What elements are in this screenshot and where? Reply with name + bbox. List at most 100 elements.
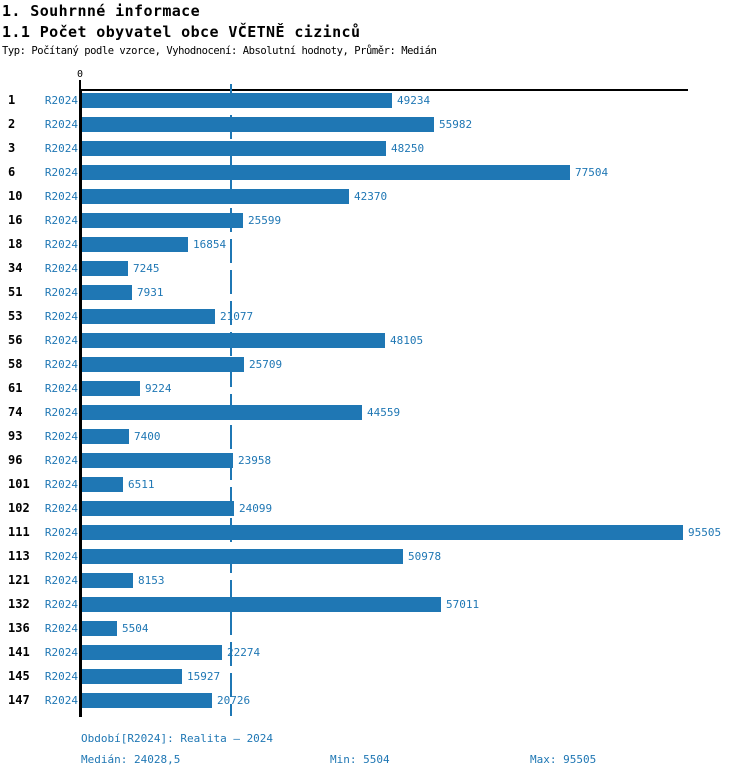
value-bar [82,501,234,516]
row-value-label: 7245 [133,262,160,275]
y-axis-line [79,89,82,717]
row-series-label: R2024 [44,166,78,179]
x-axis-line [79,89,688,91]
chart-row: 10 R2024 42370 [0,189,750,204]
footer-median-label: Medián: 24028,5 [81,753,181,766]
row-category-label: 34 [8,261,23,275]
row-category-label: 136 [8,621,30,635]
value-bar [82,189,349,204]
section-title: 1.1 Počet obyvatel obce VČETNĚ cizinců [2,23,361,41]
row-category-label: 10 [8,189,23,203]
value-bar [82,405,362,420]
row-value-label: 25599 [248,214,282,227]
row-series-label: R2024 [44,478,78,491]
value-bar [82,669,182,684]
row-series-label: R2024 [44,454,78,467]
value-bar [82,141,386,156]
row-value-label: 44559 [367,406,401,419]
row-series-label: R2024 [44,310,78,323]
value-bar [82,165,570,180]
footer-min-label: Min: 5504 [330,753,390,766]
row-value-label: 20726 [217,694,251,707]
row-series-label: R2024 [44,190,78,203]
row-category-label: 56 [8,333,23,347]
row-value-label: 5504 [122,622,149,635]
row-series-label: R2024 [44,238,78,251]
row-category-label: 3 [8,141,16,155]
row-value-label: 7931 [137,286,164,299]
chart-row: 93 R2024 7400 [0,429,750,444]
row-series-label: R2024 [44,262,78,275]
row-value-label: 48250 [391,142,425,155]
chart-row: 74 R2024 44559 [0,405,750,420]
chart-row: 34 R2024 7245 [0,261,750,276]
value-bar [82,573,133,588]
row-series-label: R2024 [44,622,78,635]
chart-row: 6 R2024 77504 [0,165,750,180]
row-value-label: 23958 [238,454,272,467]
row-category-label: 16 [8,213,23,227]
row-category-label: 18 [8,237,23,251]
value-bar [82,597,441,612]
row-series-label: R2024 [44,598,78,611]
row-series-label: R2024 [44,334,78,347]
chart-row: 111 R2024 95505 [0,525,750,540]
value-bar [82,237,188,252]
row-value-label: 55982 [439,118,473,131]
row-category-label: 61 [8,381,23,395]
row-value-label: 15927 [187,670,221,683]
value-bar [82,285,132,300]
row-value-label: 8153 [138,574,165,587]
chart-row: 145 R2024 15927 [0,669,750,684]
value-bar [82,429,129,444]
row-category-label: 53 [8,309,23,323]
x-axis-zero-label: 0 [76,69,84,80]
row-value-label: 7400 [134,430,161,443]
row-category-label: 145 [8,669,30,683]
row-value-label: 57011 [446,598,480,611]
chart-row: 58 R2024 25709 [0,357,750,372]
chart-row: 61 R2024 9224 [0,381,750,396]
chart-row: 53 R2024 21077 [0,309,750,324]
value-bar [82,309,215,324]
row-value-label: 6511 [128,478,155,491]
value-bar [82,117,434,132]
footer-period-label: Období[R2024]: Realita – 2024 [81,732,274,745]
row-series-label: R2024 [44,526,78,539]
chart-row: 102 R2024 24099 [0,501,750,516]
page-title: 1. Souhrnné informace [2,2,201,20]
row-value-label: 77504 [575,166,609,179]
chart-row: 3 R2024 48250 [0,141,750,156]
row-value-label: 9224 [145,382,172,395]
row-series-label: R2024 [44,358,78,371]
row-category-label: 101 [8,477,30,491]
row-value-label: 48105 [390,334,424,347]
row-series-label: R2024 [44,214,78,227]
chart-row: 56 R2024 48105 [0,333,750,348]
row-series-label: R2024 [44,142,78,155]
row-series-label: R2024 [44,94,78,107]
value-bar [82,621,117,636]
row-value-label: 50978 [408,550,442,563]
row-series-label: R2024 [44,574,78,587]
row-value-label: 25709 [249,358,283,371]
value-bar [82,693,212,708]
row-series-label: R2024 [44,694,78,707]
row-series-label: R2024 [44,646,78,659]
row-category-label: 113 [8,549,30,563]
row-category-label: 1 [8,93,16,107]
chart-row: 96 R2024 23958 [0,453,750,468]
median-gridline [230,84,232,716]
row-value-label: 95505 [688,526,722,539]
chart-meta-line: Typ: Počítaný podle vzorce, Vyhodnocení:… [2,45,437,57]
row-series-label: R2024 [44,670,78,683]
row-category-label: 102 [8,501,30,515]
row-series-label: R2024 [44,118,78,131]
chart-row: 121 R2024 8153 [0,573,750,588]
row-category-label: 147 [8,693,30,707]
row-series-label: R2024 [44,382,78,395]
chart-row: 51 R2024 7931 [0,285,750,300]
row-category-label: 121 [8,573,30,587]
chart-row: 113 R2024 50978 [0,549,750,564]
